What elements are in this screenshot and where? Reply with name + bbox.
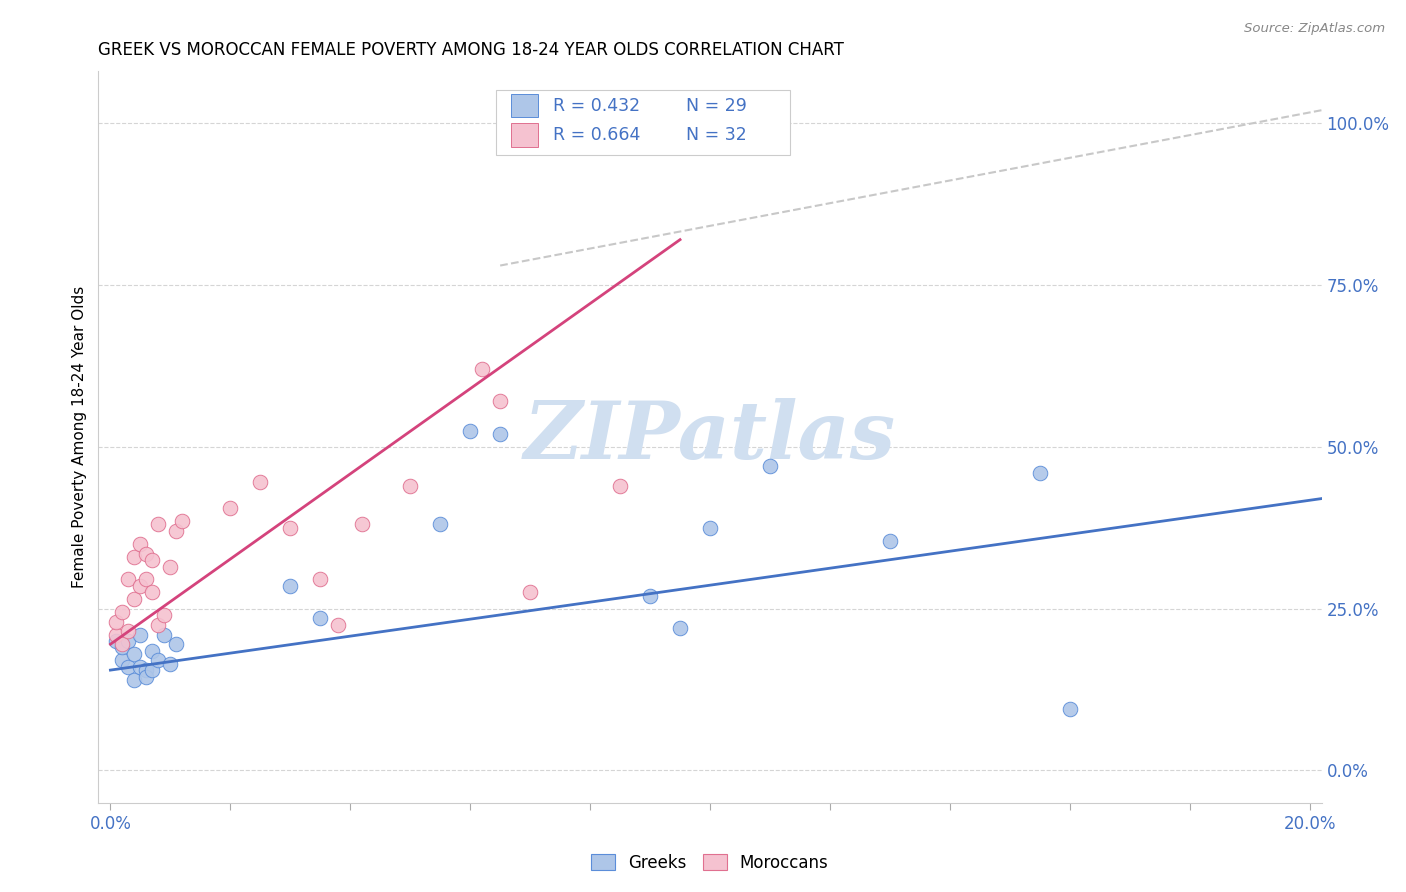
Point bbox=[159, 559, 181, 574]
Point bbox=[399, 478, 422, 492]
FancyBboxPatch shape bbox=[496, 90, 790, 155]
Point bbox=[309, 573, 332, 587]
Point bbox=[141, 553, 163, 567]
Point bbox=[879, 533, 901, 548]
Point bbox=[129, 579, 152, 593]
Point bbox=[219, 501, 242, 516]
Point bbox=[111, 605, 134, 619]
Point bbox=[105, 615, 128, 629]
Point bbox=[141, 663, 163, 677]
Point bbox=[135, 663, 157, 677]
Point bbox=[141, 643, 163, 657]
Point bbox=[153, 608, 176, 623]
Point bbox=[328, 617, 350, 632]
Text: Source: ZipAtlas.com: Source: ZipAtlas.com bbox=[1244, 22, 1385, 36]
Point bbox=[609, 478, 631, 492]
Point bbox=[117, 660, 139, 674]
Point bbox=[124, 549, 146, 564]
Point bbox=[489, 394, 512, 409]
Y-axis label: Female Poverty Among 18-24 Year Olds: Female Poverty Among 18-24 Year Olds bbox=[72, 286, 87, 588]
Point bbox=[105, 634, 128, 648]
Point bbox=[165, 524, 187, 538]
Point bbox=[759, 459, 782, 474]
Text: ZIPatlas: ZIPatlas bbox=[524, 399, 896, 475]
Point bbox=[669, 621, 692, 635]
FancyBboxPatch shape bbox=[510, 94, 537, 118]
Point bbox=[148, 653, 170, 667]
Point bbox=[141, 585, 163, 599]
Point bbox=[1059, 702, 1081, 716]
Point bbox=[135, 573, 157, 587]
Point bbox=[309, 611, 332, 625]
Point bbox=[148, 517, 170, 532]
Point bbox=[117, 573, 139, 587]
Point bbox=[129, 627, 152, 641]
Point bbox=[124, 673, 146, 687]
Text: GREEK VS MOROCCAN FEMALE POVERTY AMONG 18-24 YEAR OLDS CORRELATION CHART: GREEK VS MOROCCAN FEMALE POVERTY AMONG 1… bbox=[98, 41, 844, 59]
Point bbox=[458, 424, 481, 438]
Point bbox=[153, 627, 176, 641]
Point bbox=[172, 514, 194, 528]
Point bbox=[159, 657, 181, 671]
Point bbox=[117, 634, 139, 648]
Legend: Greeks, Moroccans: Greeks, Moroccans bbox=[585, 847, 835, 879]
Point bbox=[489, 426, 512, 441]
Point bbox=[111, 653, 134, 667]
Point bbox=[249, 475, 271, 490]
Point bbox=[638, 589, 661, 603]
Point bbox=[135, 547, 157, 561]
Point bbox=[129, 537, 152, 551]
Point bbox=[165, 637, 187, 651]
Point bbox=[651, 126, 673, 140]
Point bbox=[105, 627, 128, 641]
Point bbox=[135, 669, 157, 683]
Point bbox=[124, 591, 146, 606]
Point bbox=[124, 647, 146, 661]
Point bbox=[429, 517, 451, 532]
Point bbox=[117, 624, 139, 639]
Point bbox=[111, 640, 134, 655]
Point bbox=[148, 617, 170, 632]
Point bbox=[111, 637, 134, 651]
Point bbox=[699, 521, 721, 535]
FancyBboxPatch shape bbox=[510, 123, 537, 146]
Point bbox=[278, 521, 301, 535]
Point bbox=[129, 660, 152, 674]
Text: R = 0.664: R = 0.664 bbox=[554, 126, 641, 144]
Text: N = 29: N = 29 bbox=[686, 96, 747, 115]
Text: N = 32: N = 32 bbox=[686, 126, 747, 144]
Point bbox=[278, 579, 301, 593]
Point bbox=[471, 362, 494, 376]
Text: R = 0.432: R = 0.432 bbox=[554, 96, 641, 115]
Point bbox=[1029, 466, 1052, 480]
Point bbox=[519, 585, 541, 599]
Point bbox=[352, 517, 374, 532]
